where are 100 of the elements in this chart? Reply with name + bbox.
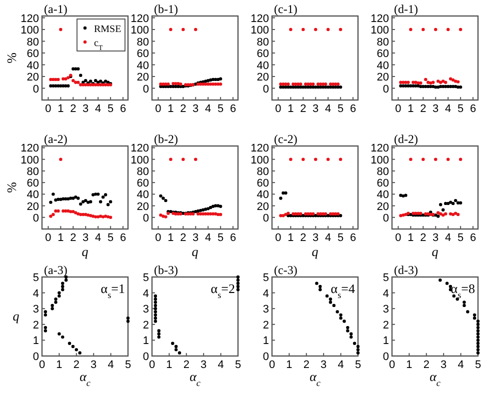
y-tick-label: 0 — [262, 351, 269, 363]
y-tick-label: 0 — [262, 83, 269, 96]
y-tick-label: 0 — [262, 212, 269, 224]
y-tick-label: 5 — [32, 272, 39, 284]
x-tick-label: 0 — [45, 103, 52, 115]
y-tick-label: 100 — [20, 154, 39, 166]
x-tick-label: 2 — [300, 103, 306, 115]
x-tick-label: 6 — [120, 232, 126, 244]
y-tick-label: 100 — [20, 24, 39, 37]
y-tick-label: 0 — [382, 83, 389, 96]
x-axis-title: α$_{c}$ — [80, 369, 90, 388]
x-tick-label: 1 — [56, 359, 62, 371]
x-tick-label: 4 — [218, 359, 224, 371]
y-tick-label: 4 — [142, 288, 149, 300]
y-tick-label: 60 — [26, 178, 39, 190]
x-tick-label: 0 — [275, 232, 282, 244]
y-tick-label: 0 — [142, 83, 149, 96]
y-tick-label: 1 — [142, 335, 149, 348]
x-tick-label: 1 — [288, 232, 294, 244]
y-tick-label: 3 — [382, 304, 389, 316]
x-tick-label: 5 — [337, 103, 344, 115]
x-tick-label: 5 — [107, 103, 114, 115]
annotation: α$_{s}$=1 — [100, 281, 125, 300]
y-tick-label: 100 — [370, 24, 389, 37]
x-tick-label: 2 — [180, 103, 186, 115]
y-tick-label: 100 — [130, 24, 149, 37]
y-tick-label: 4 — [32, 288, 39, 300]
y-tick-label: 120 — [20, 142, 39, 155]
x-tick-label: 4 — [458, 359, 464, 371]
y-tick-label: 120 — [370, 12, 389, 25]
x-tick-label: 4 — [338, 359, 344, 371]
x-tick-label: 2 — [303, 359, 310, 371]
y-tick-label: 5 — [382, 272, 389, 284]
y-tick-label: 1 — [32, 335, 39, 348]
x-tick-label: 6 — [470, 103, 476, 115]
chart-title: (a-2) — [44, 132, 68, 146]
x-tick-label: 3 — [440, 359, 447, 371]
y-tick-label: 60 — [26, 48, 39, 60]
y-tick-label: 3 — [142, 304, 149, 316]
y-tick-label: 3 — [262, 304, 269, 316]
y-tick-label: 20 — [136, 72, 149, 84]
x-tick-label: 5 — [217, 103, 224, 115]
x-tick-label: 4 — [95, 103, 102, 115]
chart-title: (d-1) — [394, 2, 418, 16]
x-tick-label: 5 — [457, 232, 464, 244]
x-tick-label: 1 — [166, 359, 172, 371]
y-tick-label: 100 — [130, 154, 149, 166]
chart-title: (c-2) — [274, 132, 298, 146]
y-tick-label: 5 — [262, 272, 269, 284]
y-tick-label: 0 — [32, 351, 39, 363]
y-axis-title: % — [4, 182, 19, 193]
y-tick-label: 0 — [142, 351, 149, 363]
x-tick-label: 6 — [230, 103, 236, 115]
y-tick-label: 40 — [136, 189, 149, 202]
y-tick-label: 20 — [376, 72, 389, 84]
y-tick-label: 60 — [136, 48, 149, 60]
y-tick-label: 20 — [256, 72, 269, 84]
y-tick-label: 120 — [20, 12, 39, 25]
x-tick-label: 4 — [205, 232, 212, 244]
y-tick-label: 100 — [250, 24, 269, 37]
x-tick-label: 5 — [354, 359, 362, 371]
x-tick-label: 1 — [168, 232, 174, 244]
y-tick-label: 80 — [26, 166, 39, 178]
chart-title: (d-3) — [394, 263, 418, 277]
x-tick-label: 3 — [82, 103, 89, 115]
x-axis-title: q — [82, 244, 89, 259]
y-tick-label: 1 — [382, 335, 389, 348]
x-axis-title: q — [312, 244, 319, 259]
y-tick-label: 20 — [26, 200, 39, 213]
y-tick-label: 20 — [376, 200, 389, 213]
x-tick-label: 3 — [432, 232, 439, 244]
chart-title: (a-1) — [44, 2, 68, 16]
y-tick-label: 60 — [136, 178, 149, 190]
x-tick-label: 2 — [180, 232, 186, 244]
x-tick-label: 1 — [286, 359, 292, 371]
x-tick-label: 0 — [275, 103, 282, 115]
x-tick-label: 2 — [73, 359, 80, 371]
y-tick-label: 60 — [256, 178, 269, 190]
legend-label: RMSE — [94, 24, 122, 35]
x-axis-title: α$_{c}$ — [190, 369, 200, 388]
x-tick-label: 4 — [445, 232, 452, 244]
x-tick-label: 2 — [420, 103, 426, 115]
x-axis-title: q — [432, 244, 439, 259]
x-tick-label: 6 — [350, 232, 356, 244]
y-tick-label: 0 — [382, 351, 389, 363]
y-tick-label: 80 — [26, 36, 39, 48]
y-tick-label: 2 — [382, 319, 389, 332]
y-tick-label: 3 — [32, 304, 39, 316]
x-tick-label: 3 — [200, 359, 207, 371]
x-tick-label: 2 — [423, 359, 430, 371]
x-tick-label: 1 — [408, 103, 414, 115]
x-tick-label: 0 — [155, 232, 162, 244]
y-axis-title: q — [12, 308, 20, 324]
y-tick-label: 20 — [136, 200, 149, 213]
y-tick-label: 0 — [382, 212, 389, 224]
chart-title: (b-3) — [154, 263, 178, 277]
y-tick-label: 40 — [256, 189, 269, 202]
x-tick-label: 2 — [183, 359, 190, 371]
x-tick-label: 3 — [320, 359, 327, 371]
y-tick-label: 80 — [376, 36, 389, 48]
